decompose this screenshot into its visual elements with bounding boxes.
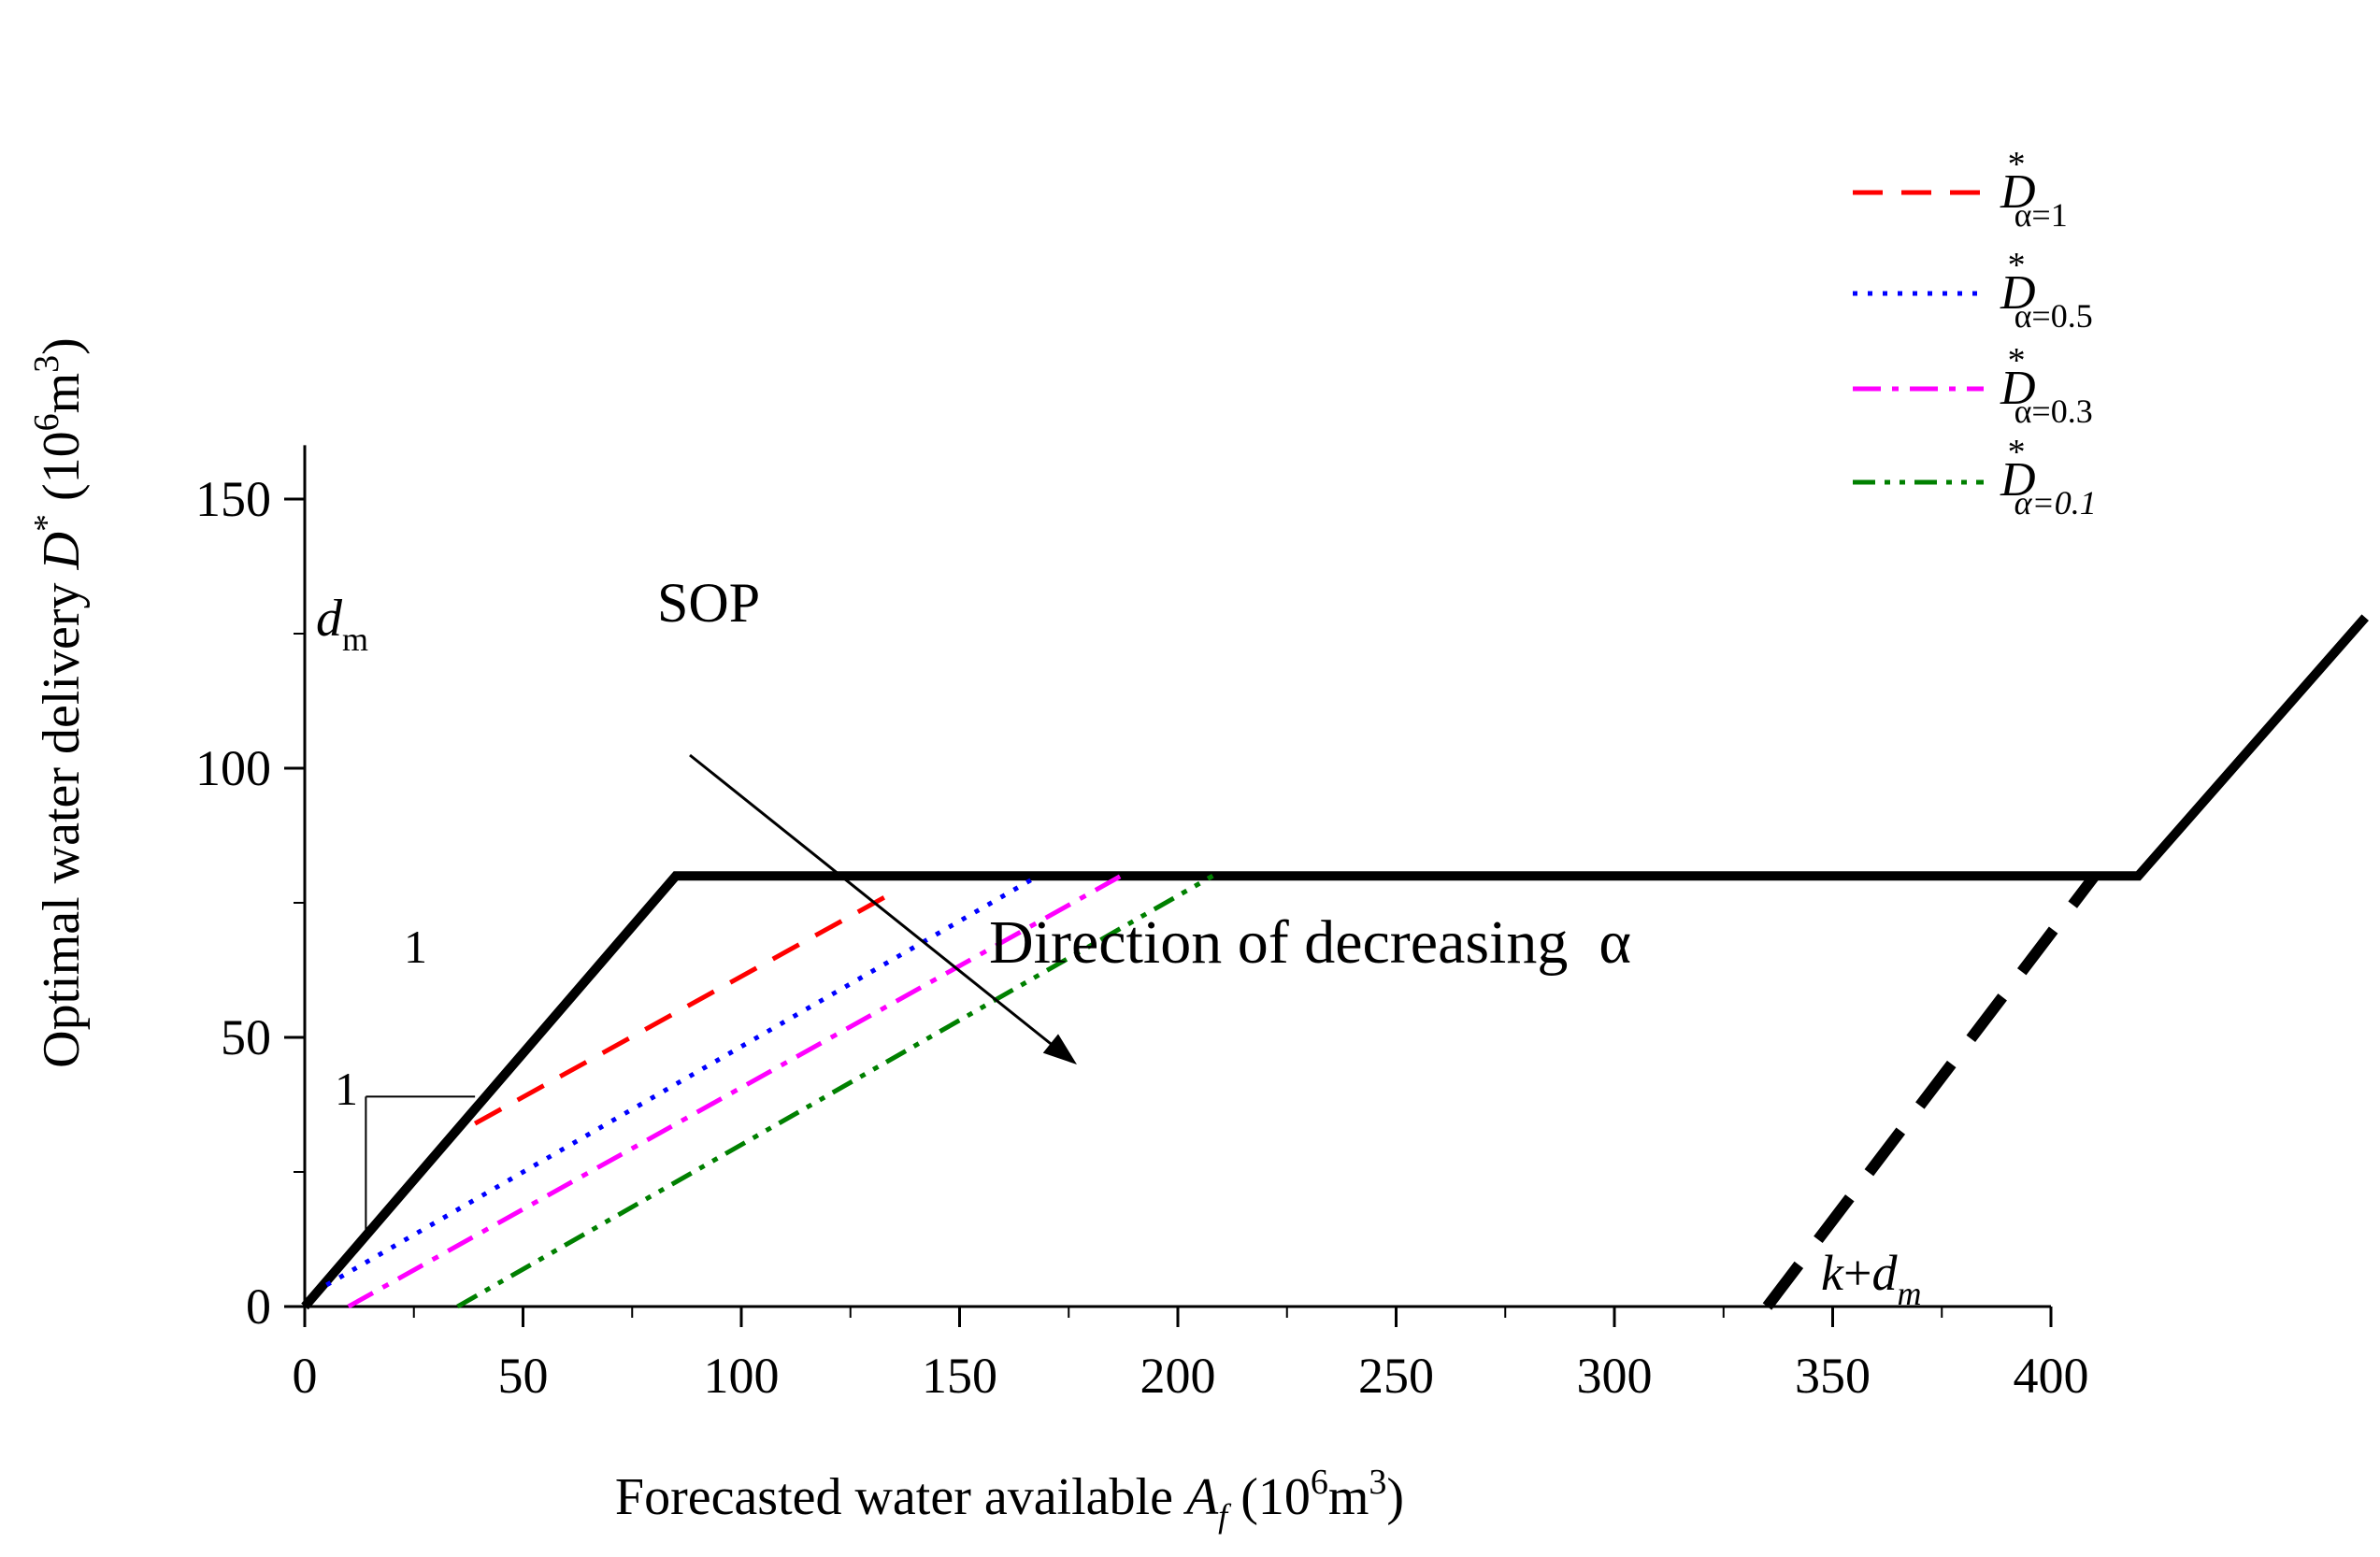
legend <box>1853 190 1984 485</box>
series <box>301 614 2369 1310</box>
legend-3-sub: α=0.3 <box>2014 393 2093 430</box>
x-axis-title-text: Forecasted water available <box>615 1468 1186 1526</box>
legend-2-sup: * <box>2008 246 2026 285</box>
dm-sub: m <box>342 621 368 658</box>
series-line-1 <box>1762 872 2100 1310</box>
series-line-2 <box>473 890 896 1126</box>
y-axis-title-var-sup: * <box>27 514 66 532</box>
direction-arrow-shaft <box>689 753 1065 1056</box>
series-line-0 <box>301 614 2369 1310</box>
x-axis-title-units-open: (10 <box>1227 1468 1311 1526</box>
x-tick-label: 0 <box>293 1348 318 1404</box>
x-axis-title-units-close: ) <box>1386 1468 1404 1526</box>
legend-4-sup: * <box>2008 433 2026 472</box>
slope-rise-label: 1 <box>335 1063 358 1115</box>
y-axis-title-units-close: ) <box>33 337 91 355</box>
x-axis-title-exp2: 3 <box>1369 1463 1386 1502</box>
x-tick-label: 100 <box>704 1348 780 1404</box>
x-axis-title-units-mid: m <box>1328 1468 1369 1526</box>
k-plus-dm-label: k+dm <box>1821 1245 1921 1312</box>
legend-1-var: D <box>2000 165 2036 219</box>
dm-var: d <box>316 590 343 648</box>
x-axis-title: Forecasted water available Af (106m3) <box>615 1463 1404 1535</box>
x-tick-label: 50 <box>498 1348 549 1404</box>
legend-label-alpha-0-1: D* α=0.1 <box>2000 433 2097 521</box>
y-tick-label: 0 <box>246 1278 271 1335</box>
y-axis-title-var: D <box>33 532 91 570</box>
direction-arrow-head <box>1042 1034 1077 1064</box>
legend-2-var: D <box>2000 266 2036 320</box>
x-axis-title-exp1: 6 <box>1311 1463 1328 1502</box>
legend-label-alpha-0-3: D* α=0.3 <box>2000 341 2093 430</box>
series-line-4 <box>347 874 1123 1309</box>
k-dm-sub: m <box>1897 1275 1921 1312</box>
x-tick-label: 250 <box>1358 1348 1434 1404</box>
x-tick-label: 400 <box>2014 1348 2089 1404</box>
x-tick-label: 300 <box>1577 1348 1653 1404</box>
y-axis-title-exp2: 3 <box>27 355 66 373</box>
y-tick-label: 150 <box>195 471 271 527</box>
sop-label: SOP <box>657 572 760 634</box>
series-line-5 <box>456 874 1214 1309</box>
legend-4-sub: α=0.1 <box>2014 484 2097 521</box>
legend-label-alpha-0-5: D* α=0.5 <box>2000 246 2093 335</box>
y-axis-title-exp1: 6 <box>27 413 66 431</box>
ticks: 0 50 100 150 200 250 300 350 400 0 50 100 150 <box>195 471 2089 1404</box>
direction-label: Direction of decreasing α <box>989 908 1631 977</box>
legend-3-var: D <box>2000 362 2036 415</box>
legend-4-var: D <box>2000 453 2036 507</box>
k-plus: + <box>1843 1245 1871 1301</box>
x-tick-label: 350 <box>1795 1348 1871 1404</box>
y-axis-title-text: Optimal water delivery <box>33 569 91 1067</box>
y-tick-label: 50 <box>221 1009 271 1065</box>
legend-3-sup: * <box>2008 341 2026 380</box>
y-axis-title-units-mid: m <box>33 373 91 414</box>
annotations <box>365 753 1077 1232</box>
k-dm-var: d <box>1871 1245 1898 1301</box>
series-line-3 <box>325 874 1039 1288</box>
y-axis-title-units-open: (10 <box>33 431 91 514</box>
k-var: k <box>1821 1245 1844 1301</box>
x-tick-label: 200 <box>1140 1348 1216 1404</box>
legend-1-sub: α=1 <box>2014 196 2068 234</box>
y-tick-label: 100 <box>195 740 271 796</box>
legend-1-sup: * <box>2008 145 2026 184</box>
slope-run-label: 1 <box>404 921 427 973</box>
legend-2-sub: α=0.5 <box>2014 297 2093 335</box>
y-axis-title: Optimal water delivery D* (106m3) <box>27 337 91 1068</box>
dm-label: dm <box>316 590 368 658</box>
legend-label-alpha-1: D* α=1 <box>2000 145 2068 234</box>
x-axis-title-var: A <box>1183 1468 1219 1526</box>
x-tick-label: 150 <box>922 1348 997 1404</box>
